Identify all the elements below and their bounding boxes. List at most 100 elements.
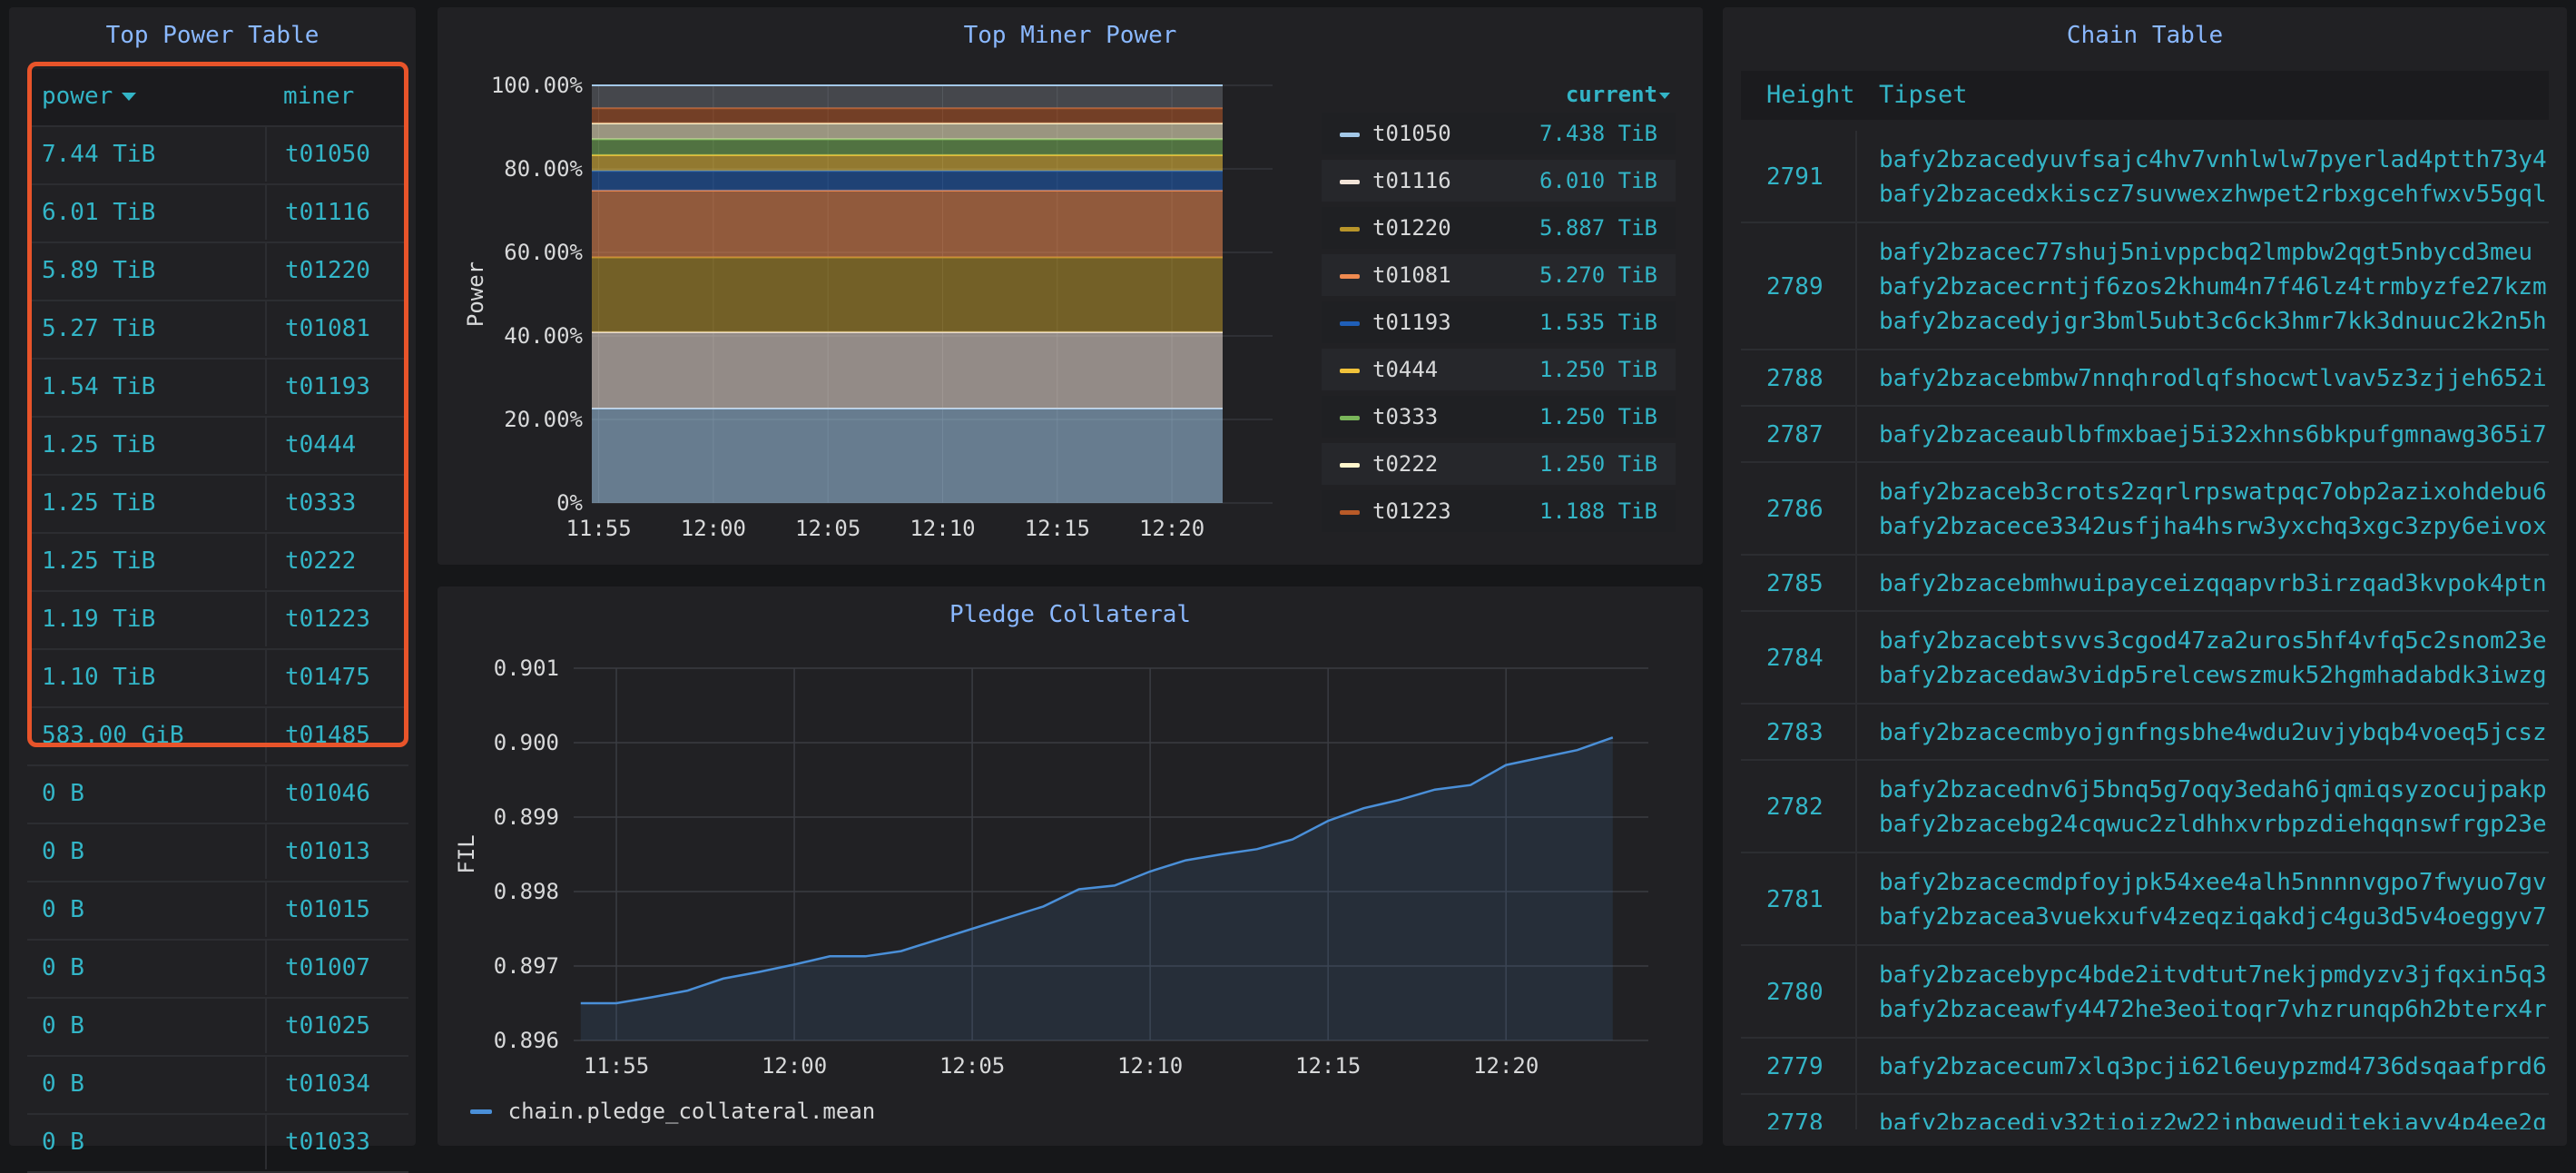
tipset-cid[interactable]: bafy2bzacecmdpfoyjpk54xee4alh5nnnnvgpo7f… bbox=[1879, 865, 2549, 900]
y-tick-label: 60.00% bbox=[504, 240, 583, 265]
legend-header-label: current bbox=[1566, 82, 1657, 107]
legend-sort-header[interactable]: current bbox=[1322, 82, 1676, 113]
tipset-cid[interactable]: bafy2bzacedaw3vidp5relcewszmuk52hgmhadab… bbox=[1879, 658, 2549, 693]
legend-swatch bbox=[1340, 274, 1360, 279]
sort-desc-icon bbox=[122, 93, 136, 101]
tipset-cid[interactable]: bafy2bzacece3342usfjha4hsrw3yxchq3xgc3zp… bbox=[1879, 509, 2549, 544]
area-band-t01081 bbox=[592, 191, 1223, 258]
height-cell: 2788 bbox=[1766, 350, 1824, 407]
series-area bbox=[581, 737, 1613, 1040]
tipset-cid[interactable]: bafy2bzacednv6j5bnq5g7oqy3edah6jqmiqsyzo… bbox=[1879, 773, 2549, 807]
area-band-t01116 bbox=[592, 332, 1223, 409]
tipset-cid[interactable]: bafy2bzaceawfy4472he3eoitoqr7vhzrunqp6h2… bbox=[1879, 992, 2549, 1027]
miner-cell: t01046 bbox=[265, 766, 421, 821]
y-tick-label: 0.899 bbox=[494, 804, 559, 830]
tipset-cid[interactable]: bafy2bzacebg24cqwuc2zldhhxvrbpzdiehqqnsw… bbox=[1879, 807, 2549, 842]
area-band-t01220 bbox=[592, 258, 1223, 332]
legend-series-name: t01081 bbox=[1372, 254, 1451, 296]
power-cell: 6.01 TiB bbox=[42, 185, 251, 240]
legend-swatch bbox=[1340, 463, 1360, 468]
height-cell: 2778 bbox=[1766, 1095, 1824, 1129]
pledge-legend[interactable]: chain.pledge_collateral.mean bbox=[470, 1099, 875, 1126]
legend-swatch bbox=[1340, 510, 1360, 515]
tipset-cid[interactable]: bafy2bzacea3vuekxufv4zeqziqakdjc4gu3d5v4… bbox=[1879, 900, 2549, 934]
height-cell: 2791 bbox=[1766, 131, 1824, 223]
power-header-label: power bbox=[42, 83, 113, 110]
area-band-t0222 bbox=[592, 123, 1223, 139]
power-cell: 1.25 TiB bbox=[42, 476, 251, 530]
legend-series-value: 1.535 TiB bbox=[1539, 301, 1657, 343]
tipset-cid[interactable]: bafy2bzacec77shuj5nivppcbq2lmpbw2qgt5nby… bbox=[1879, 235, 2549, 270]
tipset-cid[interactable]: bafy2bzacecrntjf6zos2khum4n7f46lz4trmbyz… bbox=[1879, 270, 2549, 304]
tipset-cell: bafy2bzaceaublbfmxbaej5i32xhns6bkpufgmna… bbox=[1855, 407, 2549, 461]
power-cell: 1.54 TiB bbox=[42, 360, 251, 414]
tipset-cell: bafy2bzacec77shuj5nivppcbq2lmpbw2qgt5nby… bbox=[1855, 223, 2549, 349]
y-tick-label: 80.00% bbox=[504, 156, 583, 182]
table-row: 2778 bafy2bzacediy32tioiz2w22jnbgweuditek… bbox=[1741, 1095, 2549, 1129]
tipset-cid[interactable]: bafy2bzacedyuvfsajc4hv7vnhlwlw7pyerlad4p… bbox=[1879, 143, 2549, 177]
tipset-cid[interactable]: bafy2bzacedxkiscz7suvwexzhwpet2rbxgcehfw… bbox=[1879, 177, 2549, 212]
miner-column-header[interactable]: miner bbox=[265, 69, 419, 123]
miner-cell: t01007 bbox=[265, 941, 421, 995]
legend-series-value: 1.250 TiB bbox=[1539, 396, 1657, 438]
tipset-cid[interactable]: bafy2bzacecmbyojgnfngsbhe4wdu2uvjybqb4vo… bbox=[1879, 715, 2549, 750]
power-cell: 1.19 TiB bbox=[42, 592, 251, 646]
y-tick-label: 0% bbox=[556, 490, 583, 516]
table-row: 2788 bafy2bzacebmbw7nnqhrodlqfshocwtlvav5… bbox=[1741, 350, 2549, 407]
miner-cell: t01193 bbox=[265, 360, 421, 414]
power-cell: 583.00 GiB bbox=[42, 708, 251, 763]
area-band-t0444 bbox=[592, 155, 1223, 171]
y-axis-label: Power bbox=[463, 261, 488, 327]
power-cell: 0 B bbox=[42, 999, 251, 1053]
tipset-cid[interactable]: bafy2bzacebmbw7nnqhrodlqfshocwtlvav5z3zj… bbox=[1879, 361, 2549, 396]
tipset-cid[interactable]: bafy2bzacebypc4bde2itvdtut7nekjpmdyzv3jf… bbox=[1879, 958, 2549, 992]
y-tick-label: 0.898 bbox=[494, 879, 559, 904]
tipset-cid[interactable]: bafy2bzacebmhwuipayceizqqapvrb3irzqad3kv… bbox=[1879, 567, 2549, 601]
power-column-header[interactable]: power bbox=[42, 69, 251, 123]
miner-cell: t01475 bbox=[265, 650, 421, 705]
tipset-cid[interactable]: bafy2bzacecum7xlq3pcji62l6euypzmd4736dsq… bbox=[1879, 1050, 2549, 1084]
tipset-cid[interactable]: bafy2bzaceaublbfmxbaej5i32xhns6bkpufgmna… bbox=[1879, 418, 2549, 452]
miner-cell: t01025 bbox=[265, 999, 421, 1053]
legend-swatch bbox=[1340, 133, 1360, 137]
miner-cell: t0444 bbox=[265, 418, 421, 472]
power-cell: 5.27 TiB bbox=[42, 301, 251, 356]
tipset-cell: bafy2bzacednv6j5bnq5g7oqy3edah6jqmiqsyzo… bbox=[1855, 761, 2549, 852]
power-cell: 0 B bbox=[42, 824, 251, 879]
tipset-column-header[interactable]: Tipset bbox=[1879, 71, 1968, 120]
tipset-cid[interactable]: bafy2bzacebtsvvs3cgod47za2uros5hf4vfq5c2… bbox=[1879, 624, 2549, 658]
height-column-header[interactable]: Height bbox=[1766, 71, 1855, 120]
area-band-t01050 bbox=[592, 409, 1223, 503]
miner-cell: t01034 bbox=[265, 1057, 421, 1111]
tipset-cid[interactable]: bafy2bzacedyjgr3bml5ubt3c6ck3hmr7kk3dnuu… bbox=[1879, 304, 2549, 339]
tipset-cell: bafy2bzacedyuvfsajc4hv7vnhlwlw7pyerlad4p… bbox=[1855, 131, 2549, 222]
tipset-cid[interactable]: bafy2bzaceb3crots2zqrlrpswatpqc7obp2azix… bbox=[1879, 475, 2549, 509]
miner-cell: t01116 bbox=[265, 185, 421, 240]
tipset-cell: bafy2bzacebmhwuipayceizqqapvrb3irzqad3kv… bbox=[1855, 556, 2549, 610]
legend-series-name: t0222 bbox=[1372, 443, 1438, 485]
legend-swatch bbox=[1340, 227, 1360, 232]
tipset-cid[interactable]: bafy2bzacediy32tioiz2w22jnbgweuditekiayv… bbox=[1879, 1106, 2549, 1129]
